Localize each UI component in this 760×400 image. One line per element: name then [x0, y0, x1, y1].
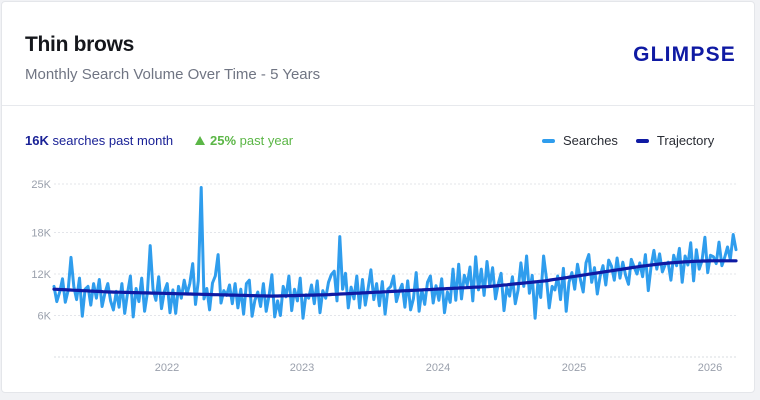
x-tick-label: 2024 [426, 362, 450, 374]
up-arrow-icon [195, 136, 205, 145]
x-tick-label: 2022 [155, 362, 179, 374]
chart-legend: Searches Trajectory [542, 133, 714, 148]
legend-item-trajectory[interactable]: Trajectory [635, 133, 715, 148]
growth-stat: 25% past year [195, 133, 293, 148]
x-tick-label: 2023 [290, 362, 314, 374]
search-volume-value: 16K [25, 133, 49, 148]
legend-swatch-searches [542, 138, 555, 143]
legend-label-searches: Searches [563, 133, 618, 148]
x-tick-label: 2026 [698, 362, 722, 374]
search-volume-label: searches past month [52, 133, 174, 148]
trend-card: Thin brows Monthly Search Volume Over Ti… [1, 1, 755, 393]
growth-value: 25% [210, 133, 237, 148]
y-tick-label: 12K [31, 269, 51, 281]
brand-logo[interactable]: GLIMPSE [633, 43, 736, 66]
searches-line [52, 186, 738, 320]
legend-swatch-trajectory [635, 138, 649, 143]
legend-label-trajectory: Trajectory [656, 133, 715, 148]
legend-item-searches[interactable]: Searches [542, 133, 618, 148]
y-tick-label: 6K [38, 310, 52, 322]
divider [2, 105, 754, 106]
growth-label: past year [239, 133, 294, 148]
y-tick-label: 18K [31, 227, 51, 239]
trajectory-line [52, 259, 738, 298]
search-volume-stat: 16K searches past month [25, 133, 173, 148]
x-tick-label: 2025 [562, 362, 586, 374]
y-tick-label: 25K [31, 179, 51, 191]
chart-subtitle: Monthly Search Volume Over Time - 5 Year… [25, 66, 321, 83]
page-title: Thin brows [25, 33, 134, 56]
